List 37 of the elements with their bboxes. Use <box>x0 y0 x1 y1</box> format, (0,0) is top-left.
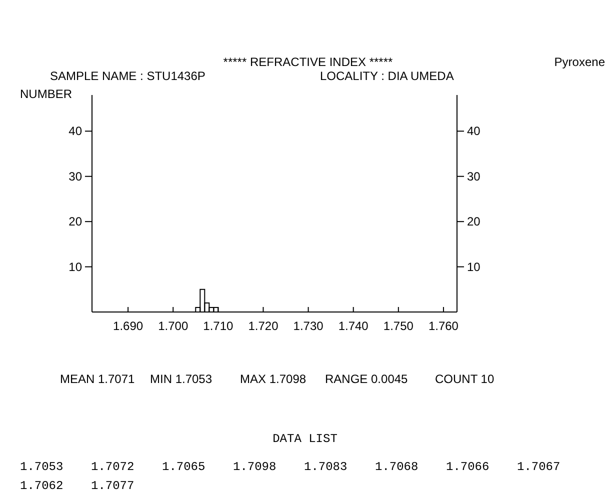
y2-tick-label: 30 <box>467 169 481 184</box>
text: 1.7083 <box>304 460 348 474</box>
text: Pyroxene <box>554 55 606 69</box>
text: 1.7068 <box>375 460 418 474</box>
y-tick-label: 30 <box>68 169 82 184</box>
text: MEAN 1.7071 <box>60 372 136 386</box>
text: 1.7067 <box>517 460 560 474</box>
x-tick-label: 1.730 <box>293 319 324 333</box>
text: RANGE 0.0045 <box>325 372 408 386</box>
text: 1.7098 <box>233 460 276 474</box>
chart-title: ***** REFRACTIVE INDEX ***** <box>223 55 394 69</box>
text: MIN 1.7053 <box>150 372 212 386</box>
text: 1.7077 <box>91 479 134 492</box>
text: DATA LIST <box>272 432 338 446</box>
y-tick-label: 40 <box>68 124 82 138</box>
y2-tick-label: 10 <box>467 260 481 274</box>
x-tick-label: 1.750 <box>383 319 414 333</box>
y-tick-label: 10 <box>68 260 82 274</box>
y-tick-label: 20 <box>68 214 82 229</box>
x-tick-label: 1.720 <box>248 319 279 333</box>
x-tick-label: 1.700 <box>158 319 188 333</box>
text: 1.7065 <box>162 460 206 474</box>
chart-subtitle: SAMPLE NAME : STU1436P <box>50 69 206 83</box>
text: 1.7072 <box>91 460 134 474</box>
y2-tick-label: 40 <box>467 124 481 138</box>
y2-tick-label: 20 <box>467 214 481 229</box>
x-tick-label: 1.710 <box>203 319 234 333</box>
y-axis-title: NUMBER <box>20 87 72 101</box>
text: LOCALITY : DIA UMEDA <box>320 69 454 83</box>
text: 1.7062 <box>20 479 64 492</box>
text: 1.7053 <box>20 460 64 474</box>
x-tick-label: 1.760 <box>428 319 459 333</box>
x-tick-label: 1.740 <box>338 319 369 333</box>
text: MAX 1.7098 <box>240 372 306 386</box>
text: 1.7066 <box>446 460 490 474</box>
text: COUNT 10 <box>435 372 494 386</box>
x-tick-label: 1.690 <box>113 319 144 333</box>
